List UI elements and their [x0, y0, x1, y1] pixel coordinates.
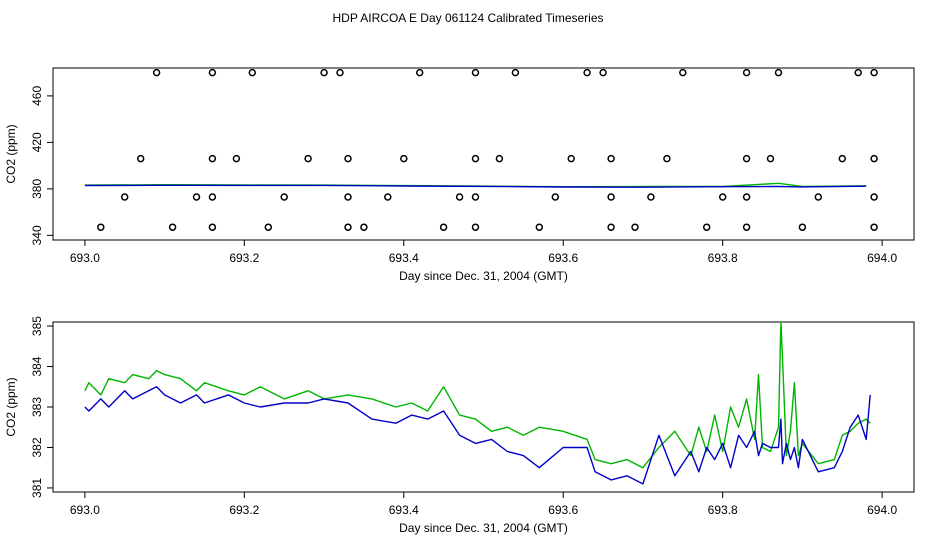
data-point: [742, 68, 751, 77]
data-point: [232, 154, 241, 163]
data-point: [870, 154, 878, 163]
data-point: [870, 68, 878, 77]
data-point: [718, 193, 727, 201]
series-line-green: [84, 321, 871, 469]
data-point: [152, 68, 161, 77]
data-point: [583, 68, 591, 77]
x-tick-label: 693.6: [548, 251, 578, 265]
y-tick-label: 340: [30, 225, 44, 245]
y-tick-label: 382: [30, 437, 44, 457]
data-point: [567, 154, 575, 163]
data-point: [535, 223, 544, 231]
data-point: [631, 223, 639, 231]
data-point: [344, 223, 352, 231]
data-point: [471, 223, 480, 231]
x-tick-label: 693.0: [70, 251, 100, 265]
y-tick-label: 460: [30, 86, 44, 106]
data-point: [400, 154, 408, 163]
data-point: [774, 68, 783, 77]
series-line-blue: [84, 386, 871, 485]
data-point: [320, 68, 328, 77]
series-line-blue: [84, 184, 867, 188]
data-point: [264, 223, 273, 231]
data-point: [742, 223, 751, 231]
y-axis-label: CO2 (ppm): [4, 377, 18, 436]
y-tick-label: 380: [30, 179, 44, 199]
data-point: [344, 154, 352, 163]
data-point: [208, 154, 217, 163]
data-point: [192, 193, 201, 201]
data-point: [280, 193, 288, 201]
y-tick-label: 383: [30, 397, 44, 417]
data-point: [663, 154, 671, 163]
x-tick-label: 693.6: [548, 503, 578, 517]
data-point: [471, 154, 480, 163]
data-point: [248, 68, 257, 77]
chart-title: HDP AIRCOA E Day 061124 Calibrated Times…: [332, 11, 603, 25]
data-point: [208, 223, 217, 231]
top-panel: 693.0 693.2 693.4 693.6 693.8 694.0 340 380 420 4…: [4, 67, 915, 283]
data-point: [208, 193, 217, 201]
bottom-panel: 693.0 693.2 693.4 693.6 693.8 694.0 381 382 383 3…: [4, 316, 915, 535]
x-tick-label: 693.4: [389, 503, 419, 517]
data-point: [838, 154, 847, 163]
data-point: [208, 68, 217, 77]
data-point: [415, 68, 424, 77]
x-tick-label: 694.0: [867, 251, 897, 265]
data-point: [551, 193, 560, 201]
data-point: [766, 154, 775, 163]
y-tick-label: 420: [30, 132, 44, 152]
x-axis-label: Day since Dec. 31, 2004 (GMT): [399, 521, 568, 535]
x-tick-label: 693.8: [708, 251, 738, 265]
x-axis-label: Day since Dec. 31, 2004 (GMT): [399, 269, 568, 283]
y-tick-label: 385: [30, 316, 44, 336]
data-point: [854, 68, 862, 77]
data-point: [599, 68, 607, 77]
data-point: [607, 193, 615, 201]
data-point: [742, 193, 751, 201]
x-tick-label: 693.2: [229, 503, 259, 517]
data-point: [814, 193, 823, 201]
data-point: [679, 68, 687, 77]
data-point: [495, 154, 504, 163]
data-point: [120, 193, 129, 201]
y-tick-label: 384: [30, 356, 44, 376]
data-point: [471, 193, 480, 201]
data-point: [97, 223, 105, 231]
data-point: [511, 68, 520, 77]
data-point: [344, 193, 352, 201]
y-axis-label: CO2 (ppm): [4, 124, 18, 183]
data-point: [336, 68, 344, 77]
plot-frame: [52, 67, 915, 241]
x-tick-label: 693.0: [70, 503, 100, 517]
data-point: [136, 154, 145, 163]
data-point: [870, 193, 878, 201]
x-tick-label: 694.0: [867, 503, 897, 517]
x-tick-label: 693.8: [708, 503, 738, 517]
x-tick-label: 693.4: [389, 251, 419, 265]
data-point: [647, 193, 655, 201]
data-point: [870, 223, 878, 231]
data-point: [455, 193, 464, 201]
data-point: [360, 223, 368, 231]
data-point: [742, 154, 751, 163]
data-point: [798, 223, 807, 231]
y-tick-label: 381: [30, 478, 44, 498]
data-point: [607, 223, 615, 231]
data-point: [168, 223, 177, 231]
data-point: [304, 154, 312, 163]
data-point: [607, 154, 615, 163]
data-point: [471, 68, 480, 77]
data-point: [702, 223, 711, 231]
data-point: [439, 223, 448, 231]
data-point: [384, 193, 392, 201]
x-tick-label: 693.2: [229, 251, 259, 265]
